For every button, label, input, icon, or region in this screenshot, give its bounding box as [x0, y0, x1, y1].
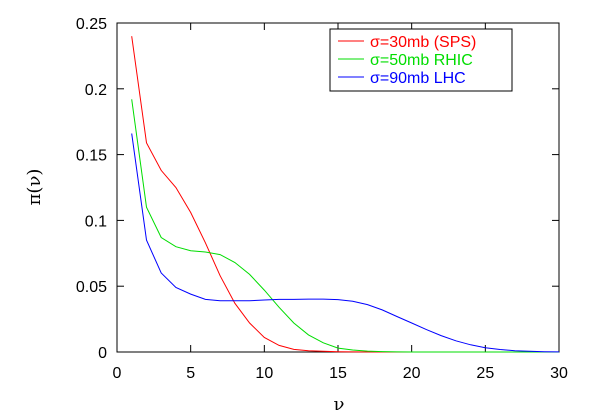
legend-label-0: σ=30mb (SPS): [370, 34, 476, 51]
x-tick-label: 10: [255, 365, 273, 382]
x-tick-label: 15: [329, 365, 347, 382]
legend-label-1: σ=50mb RHIC: [370, 52, 473, 69]
series-line-1: [131, 99, 559, 353]
y-tick-label: 0.15: [76, 148, 107, 165]
y-tick-label: 0.1: [85, 213, 107, 230]
y-tick-label: 0: [98, 345, 107, 362]
y-axis-label: π(ν): [24, 169, 45, 206]
x-tick-label: 0: [113, 365, 122, 382]
series-layer: [131, 36, 560, 353]
y-tick-label: 0.05: [76, 279, 107, 296]
y-tick-label: 0.25: [76, 16, 107, 33]
x-tick-label: 20: [403, 365, 421, 382]
series-line-0: [131, 36, 559, 353]
series-line-2: [131, 133, 560, 353]
x-tick-label: 25: [476, 365, 494, 382]
x-axis-label: ν: [334, 394, 345, 415]
x-tick-label: 5: [186, 365, 195, 382]
legend-label-2: σ=90mb LHC: [370, 70, 466, 87]
y-tick-label: 0.2: [85, 82, 107, 99]
legend-box: [329, 28, 513, 92]
x-tick-label: 30: [550, 365, 568, 382]
